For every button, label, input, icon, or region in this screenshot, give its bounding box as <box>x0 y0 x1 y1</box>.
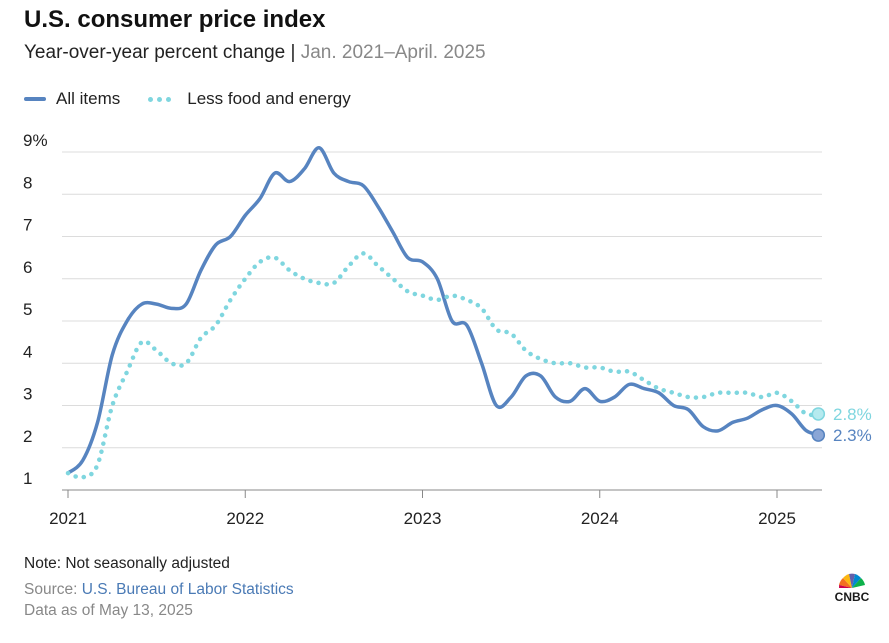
x-tick-label: 2023 <box>404 509 442 528</box>
legend-item-core: Less food and energy <box>148 89 351 109</box>
series-end-marker <box>811 428 826 442</box>
legend-item-all-items: All items <box>24 89 120 109</box>
x-tick-label: 2024 <box>581 509 619 528</box>
gridlines <box>62 151 822 491</box>
legend-label: All items <box>56 89 121 108</box>
y-tick-label: 9% <box>23 131 48 150</box>
x-tick-label: 2021 <box>49 509 87 528</box>
source-line: Source: U.S. Bureau of Labor Statistics <box>24 581 294 599</box>
end-labels: 2.3% 2.8% <box>811 405 872 445</box>
subtitle-text: Year-over-year percent change <box>24 42 286 63</box>
y-tick-label: 1 <box>23 469 32 488</box>
logo-text: CNBC <box>835 590 870 604</box>
series-line-less-food-energy <box>65 251 824 480</box>
legend-swatch-dotted <box>148 96 175 102</box>
cnbc-logo: CNBC <box>835 573 870 604</box>
y-tick-label: 3 <box>23 385 32 404</box>
y-tick-label: 7 <box>23 216 32 235</box>
legend-swatch-solid <box>24 97 46 101</box>
source-link[interactable]: U.S. Bureau of Labor Statistics <box>81 581 294 598</box>
x-tick-label: 2022 <box>226 509 264 528</box>
x-axis: 2021 2022 2023 2024 2025 <box>49 489 822 528</box>
y-tick-label: 2 <box>23 427 32 446</box>
x-tick-label: 2025 <box>758 509 796 528</box>
footnote: Note: Not seasonally adjusted <box>24 555 230 572</box>
series-end-marker <box>811 407 826 421</box>
data-as-of: Data as of May 13, 2025 <box>24 602 193 619</box>
y-axis: 1 2 3 4 5 6 7 8 9% <box>23 131 48 488</box>
legend: All items Less food and energy <box>24 89 379 109</box>
y-tick-label: 5 <box>23 300 32 319</box>
y-tick-label: 6 <box>23 258 32 277</box>
subtitle-date-range: Jan. 2021–April. 2025 <box>300 42 486 63</box>
series-end-label: 2.8% <box>833 405 872 424</box>
series-end-label: 2.3% <box>833 426 872 445</box>
series-group <box>65 146 824 480</box>
source-prefix: Source: <box>24 581 82 598</box>
subtitle-separator: | <box>285 42 301 63</box>
chart-title: U.S. consumer price index <box>24 6 326 33</box>
chart-subtitle: Year-over-year percent change | Jan. 202… <box>24 42 486 64</box>
y-tick-label: 4 <box>23 342 32 361</box>
series-line-all-items <box>66 146 824 475</box>
y-tick-label: 8 <box>23 173 32 192</box>
legend-label: Less food and energy <box>187 89 351 108</box>
